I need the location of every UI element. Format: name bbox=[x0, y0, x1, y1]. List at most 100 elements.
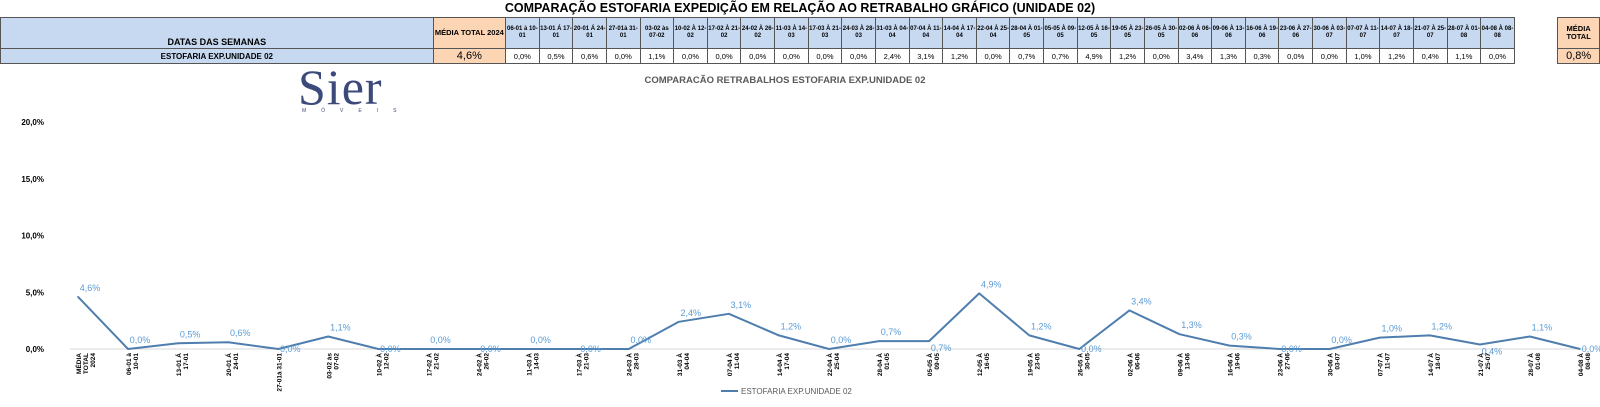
data-label: 0,0% bbox=[380, 344, 401, 354]
avg-total-value: 0,8% bbox=[1557, 48, 1600, 64]
data-point bbox=[1529, 335, 1531, 338]
data-label: 1,2% bbox=[781, 321, 802, 331]
data-point bbox=[728, 313, 730, 315]
data-label: 3,4% bbox=[1131, 296, 1152, 306]
data-point bbox=[477, 348, 480, 350]
data-point bbox=[1328, 348, 1331, 350]
week-value-8: 0,0% bbox=[774, 48, 809, 64]
week-header-2: 20-01 Á 24-01 bbox=[572, 17, 607, 49]
week-header-21: 09-06 À 13-06 bbox=[1211, 17, 1246, 49]
week-header-10: 24-03 À 28-03 bbox=[841, 17, 876, 49]
data-label: 0,0% bbox=[530, 335, 551, 345]
data-label: 0,6% bbox=[230, 328, 251, 338]
x-tick-label: 11-03 À14-03 bbox=[525, 353, 541, 376]
data-point bbox=[377, 348, 380, 350]
data-point bbox=[1028, 334, 1031, 337]
data-label: 4,9% bbox=[981, 279, 1002, 289]
y-tick-label: 10,0% bbox=[21, 232, 44, 241]
week-header-0: 06-01 à 10-01 bbox=[505, 17, 540, 49]
x-tick-label: 31-03 À04-04 bbox=[675, 353, 691, 377]
data-label: 0,3% bbox=[1231, 332, 1252, 342]
page-title: COMPARAÇÃO ESTOFARIA EXPEDIÇÃO EM RELAÇÃ… bbox=[504, 1, 1096, 15]
x-tick-label: 17-02 À21-02 bbox=[424, 353, 440, 377]
data-label: 3,1% bbox=[731, 300, 752, 310]
week-value-17: 4,9% bbox=[1076, 48, 1112, 64]
y-tick-label: 15,0% bbox=[21, 175, 44, 184]
data-point bbox=[577, 348, 580, 350]
week-header-26: 14-07 À 18-07 bbox=[1379, 17, 1414, 49]
data-label: 0,5% bbox=[180, 329, 201, 339]
sier-logo: Sier MÓVEIS bbox=[298, 62, 453, 124]
x-tick-label: 14-04 À17-04 bbox=[775, 353, 791, 377]
x-tick-label: 10-02 À12-02 bbox=[374, 353, 390, 377]
week-header-17: 12-05 À 16-05 bbox=[1076, 17, 1112, 49]
data-label: 0,4% bbox=[1482, 346, 1503, 356]
x-tick-label: 03-02 às07-02 bbox=[326, 353, 340, 379]
x-tick-label: 26-05 À30-05 bbox=[1075, 353, 1091, 377]
x-tick-label: 02-06 À06-06 bbox=[1125, 353, 1141, 377]
x-tick-label: 07-04 À11-04 bbox=[725, 353, 741, 376]
chart-title: COMPARACÃO RETRABALHOS ESTOFARIA EXP.UNI… bbox=[645, 75, 926, 86]
x-tick-label: 20-01 Á24-01 bbox=[224, 353, 240, 377]
week-header-22: 16-06 À 19-06 bbox=[1244, 17, 1280, 49]
data-point bbox=[1078, 348, 1081, 350]
data-label: 0,0% bbox=[1331, 335, 1352, 345]
data-point bbox=[1429, 334, 1431, 337]
data-point bbox=[1128, 309, 1131, 312]
x-tick-label: 24-02 À26-02 bbox=[475, 353, 491, 377]
data-label: 1,2% bbox=[1432, 321, 1453, 331]
week-header-19: 26-05 À 30-05 bbox=[1143, 17, 1179, 49]
week-header-20: 02-06 À 06-06 bbox=[1177, 17, 1213, 49]
week-header-13: 14-04 À 17-04 bbox=[942, 17, 977, 49]
data-label: 0,0% bbox=[1081, 344, 1102, 354]
week-header-27: 21-07 À 25-07 bbox=[1412, 17, 1448, 49]
data-label: 0,0% bbox=[430, 335, 451, 345]
data-point bbox=[427, 348, 430, 350]
data-label: 1,3% bbox=[1181, 320, 1202, 330]
table-header-row: DATAS DAS SEMANAS MÉDIA TOTAL 2024 06-01… bbox=[0, 17, 1600, 49]
week-header-6: 17-02 À 21-02 bbox=[706, 17, 742, 49]
data-label: 1,0% bbox=[1381, 324, 1402, 334]
data-point bbox=[127, 348, 129, 350]
data-label: 1,1% bbox=[1532, 323, 1553, 333]
week-value-15: 0,7% bbox=[1009, 48, 1045, 64]
week-header-12: 07-04 À 11-04 bbox=[908, 17, 944, 49]
legend-label: ESTOFARIA EXP.UNIDADE 02 bbox=[741, 387, 852, 396]
data-point bbox=[678, 320, 680, 323]
week-value-16: 0,7% bbox=[1043, 48, 1078, 64]
y-tick-label: 5,0% bbox=[26, 288, 44, 297]
x-tick-label: 19-05 À23-05 bbox=[1025, 353, 1041, 377]
x-tick-label: 12-05 À16-05 bbox=[975, 353, 991, 377]
x-tick-label: 16-06 À19-06 bbox=[1226, 353, 1242, 377]
x-tick-label: 24-03 À28-03 bbox=[625, 353, 641, 377]
data-label: 0,0% bbox=[280, 344, 301, 354]
data-point bbox=[1228, 344, 1231, 347]
x-tick-label: MÉDIATOTAL2024 bbox=[74, 353, 97, 374]
x-tick-label: 21-07 À25-07 bbox=[1476, 353, 1492, 377]
data-label: 2,4% bbox=[681, 308, 702, 318]
data-point bbox=[177, 342, 179, 345]
y-tick-label: 0,0% bbox=[26, 345, 44, 354]
x-tick-label: 23-06 À27-06 bbox=[1276, 353, 1292, 377]
x-tick-label: 30-06 À03-07 bbox=[1326, 353, 1342, 377]
data-point bbox=[978, 292, 980, 295]
x-tick-label: 22-04 À25-04 bbox=[825, 353, 841, 377]
data-label: 0,0% bbox=[831, 335, 852, 345]
data-point bbox=[828, 348, 830, 350]
week-header-9: 17-03 À 21-03 bbox=[807, 17, 843, 49]
data-point bbox=[778, 334, 780, 337]
data-label: 0,0% bbox=[1582, 344, 1600, 354]
week-header-24: 30-06 À 03-07 bbox=[1312, 17, 1347, 49]
row-label: ESTOFARIA EXP.UNIDADE 02 bbox=[0, 48, 434, 64]
data-label: 0,0% bbox=[1281, 344, 1302, 354]
week-header-4: 03-02 às 07-02 bbox=[639, 17, 675, 49]
logo-subtitle: MÓVEIS bbox=[302, 108, 412, 114]
data-point bbox=[1378, 336, 1381, 339]
x-tick-label: 09-06 À13-06 bbox=[1175, 353, 1191, 377]
data-label: 0,0% bbox=[580, 344, 601, 354]
data-point bbox=[77, 295, 79, 298]
x-tick-label: 06-01 à10-01 bbox=[126, 353, 140, 375]
avg-total-header: MÉDIA TOTAL bbox=[1557, 17, 1600, 49]
data-point bbox=[277, 348, 280, 350]
